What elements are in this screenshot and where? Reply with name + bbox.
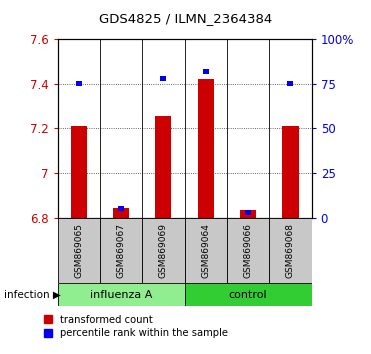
Bar bbox=[70, 126, 87, 218]
Bar bbox=[160, 76, 166, 81]
FancyBboxPatch shape bbox=[58, 218, 100, 283]
FancyBboxPatch shape bbox=[227, 218, 269, 283]
Text: GSM869066: GSM869066 bbox=[244, 223, 253, 278]
Text: influenza A: influenza A bbox=[90, 290, 152, 300]
Legend: transformed count, percentile rank within the sample: transformed count, percentile rank withi… bbox=[40, 311, 232, 342]
Text: GDS4825 / ILMN_2364384: GDS4825 / ILMN_2364384 bbox=[99, 12, 272, 25]
Bar bbox=[113, 208, 129, 218]
Bar bbox=[203, 69, 209, 74]
Text: GSM869064: GSM869064 bbox=[201, 223, 210, 278]
FancyBboxPatch shape bbox=[100, 218, 142, 283]
Bar bbox=[282, 126, 299, 218]
Bar bbox=[118, 206, 124, 211]
Bar bbox=[198, 79, 214, 218]
Bar bbox=[288, 81, 293, 86]
Bar bbox=[240, 210, 256, 218]
FancyBboxPatch shape bbox=[58, 283, 185, 306]
Text: GSM869069: GSM869069 bbox=[159, 223, 168, 278]
Bar bbox=[245, 210, 251, 215]
Text: infection ▶: infection ▶ bbox=[4, 290, 60, 300]
FancyBboxPatch shape bbox=[185, 218, 227, 283]
Bar bbox=[76, 81, 82, 86]
Bar bbox=[155, 116, 171, 218]
FancyBboxPatch shape bbox=[142, 218, 185, 283]
Text: GSM869065: GSM869065 bbox=[74, 223, 83, 278]
FancyBboxPatch shape bbox=[269, 218, 312, 283]
Text: GSM869068: GSM869068 bbox=[286, 223, 295, 278]
Text: GSM869067: GSM869067 bbox=[116, 223, 125, 278]
FancyBboxPatch shape bbox=[185, 283, 312, 306]
Text: control: control bbox=[229, 290, 267, 300]
